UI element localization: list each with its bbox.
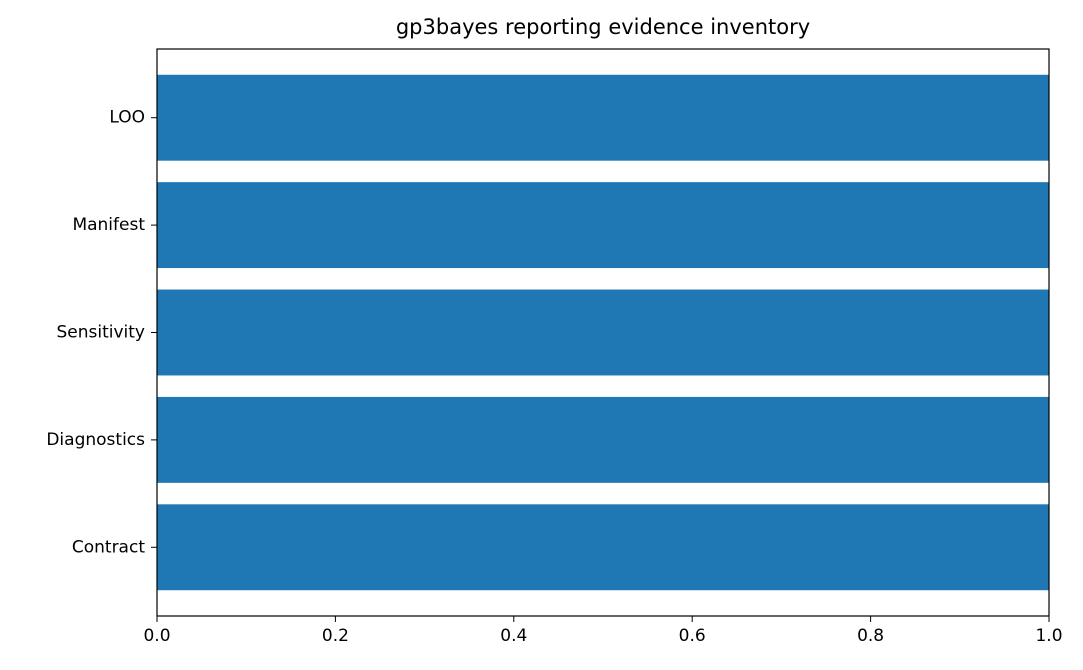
- y-tick-label: Diagnostics: [46, 430, 145, 450]
- y-tick-label: Sensitivity: [56, 323, 145, 343]
- x-tick-label: 0.0: [143, 626, 170, 646]
- y-tick-label: Contract: [72, 537, 145, 557]
- plot-frame: [156, 48, 1050, 617]
- x-tick-label: 0.4: [500, 626, 527, 646]
- bar: [157, 182, 1049, 269]
- bar: [157, 504, 1049, 591]
- x-tick-label: 0.6: [679, 626, 706, 646]
- y-tick-label: Manifest: [72, 215, 145, 235]
- chart-title: gp3bayes reporting evidence inventory: [396, 15, 810, 39]
- x-tick-label: 1.0: [1035, 626, 1062, 646]
- bar: [157, 289, 1049, 376]
- x-tick-label: 0.8: [857, 626, 884, 646]
- y-tick-label: LOO: [109, 108, 145, 128]
- bar: [157, 396, 1049, 483]
- x-tick-label: 0.2: [322, 626, 349, 646]
- bar: [157, 74, 1049, 161]
